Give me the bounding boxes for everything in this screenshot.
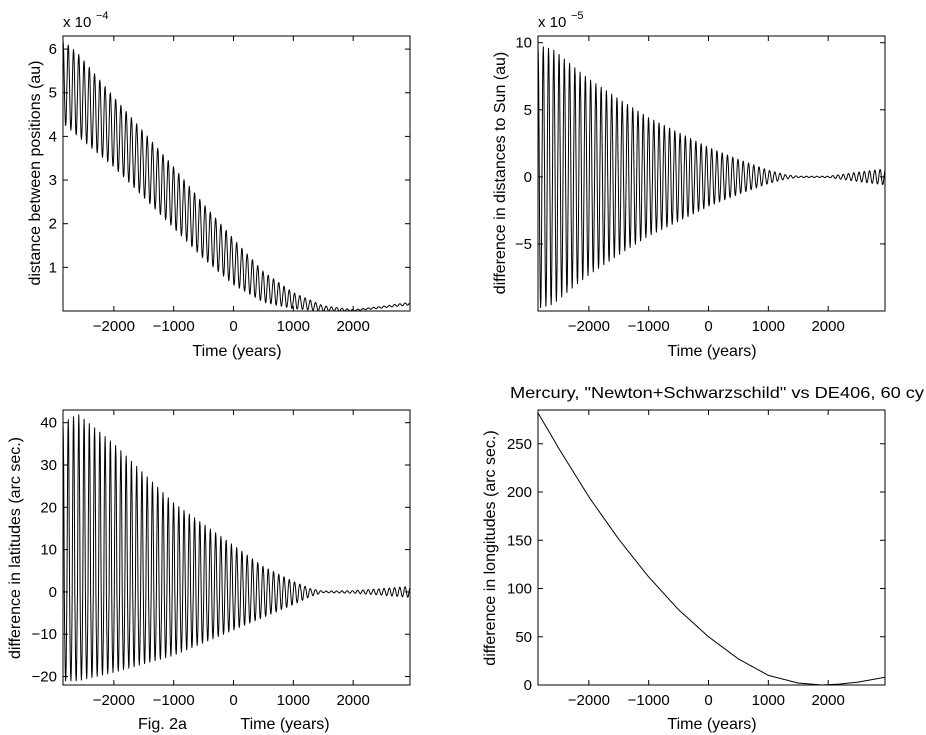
p3-ytick-label: 20 [40,499,57,516]
p2-xtick-label: 1000 [752,318,785,335]
p1-ytick-label: 2 [49,216,57,233]
p4-ytick-label: 200 [507,484,532,501]
p4-x-axis-label: Time (years) [667,716,756,733]
p3-xtick-label: −1000 [153,692,195,709]
p2-ticks: −2000 −1000 0 1000 2000 −5 0 5 10 [515,35,885,335]
p3-axes-frame [62,409,411,686]
p1-axes-frame [62,35,411,312]
figure-caption: Fig. 2a [138,716,187,733]
p1-ytick-label: 4 [49,128,57,145]
p2-x-axis-label: Time (years) [667,343,756,360]
panel-top-right: −2000 −1000 0 1000 2000 −5 0 5 10 x 10 −5 Time (… [492,10,886,360]
p2-axes-frame [537,35,886,312]
p1-xtick-label: −2000 [93,318,135,335]
p3-ytick-label: −10 [32,626,57,643]
p3-ytick-label: 10 [40,542,57,559]
p3-ytick-label: 40 [40,415,57,432]
p3-series-line [63,414,410,682]
p1-ytick-label: 5 [49,85,57,102]
panel-bottom-right: −2000 −1000 0 1000 2000 0 50 100 150 200 250 Mercu… [482,385,924,733]
p4-ytick-label: 150 [507,532,532,549]
p1-xtick-label: 0 [229,318,237,335]
p4-ytick-label: 250 [507,436,532,453]
p3-y-axis-label: difference in latitudes (arc sec.) [7,437,24,659]
p2-ytick-label: 10 [515,35,532,52]
p4-xtick-label: −1000 [628,692,670,709]
p2-exponent-base: x 10 [538,14,566,31]
p4-xtick-label: −2000 [568,692,610,709]
panel-top-left: −2000 −1000 0 1000 2000 1 2 3 4 5 6 x 10 −4 Time (… [27,10,411,360]
p1-ytick-label: 6 [49,41,57,58]
p2-ytick-label: 0 [524,169,532,186]
p1-plot-area [63,40,410,311]
p2-xtick-label: −2000 [568,318,610,335]
p1-x-axis-label: Time (years) [192,343,281,360]
p3-ytick-label: 30 [40,457,57,474]
p1-ytick-label: 3 [49,172,57,189]
p3-ytick-label: −20 [32,669,57,686]
p1-ticks: −2000 −1000 0 1000 2000 1 2 3 4 5 6 [49,36,410,335]
p1-exponent-power: −4 [96,10,109,22]
p4-ytick-label: 50 [515,629,532,646]
p1-series-line [63,40,410,311]
p2-ytick-label: −5 [515,236,532,253]
p4-ticks: −2000 −1000 0 1000 2000 0 50 100 150 200 250 [507,410,885,709]
p2-ytick-label: 5 [524,102,532,119]
p3-xtick-label: 2000 [336,692,369,709]
panel-bottom-left: −2000 −1000 0 1000 2000 −20 −10 0 10 20 30 40 Fig. … [7,409,411,733]
p2-exponent-power: −5 [571,10,584,22]
p4-ytick-label: 0 [524,677,532,694]
p4-ytick-label: 100 [507,581,532,598]
p1-xtick-label: 2000 [336,318,369,335]
p4-series-line [538,412,885,685]
p4-y-axis-label: difference in longitudes (arc sec.) [482,430,499,665]
p3-xtick-label: 0 [229,692,237,709]
p4-xtick-label: 2000 [811,692,844,709]
p2-xtick-label: 2000 [811,318,844,335]
p1-xtick-label: 1000 [277,318,310,335]
p3-ytick-label: 0 [49,584,57,601]
p3-xtick-label: 1000 [277,692,310,709]
p2-xtick-label: −1000 [628,318,670,335]
p3-xtick-label: −2000 [93,692,135,709]
p3-plot-area [63,414,410,682]
p4-xtick-label: 0 [704,692,712,709]
p4-chart-title: Mercury, "Newton+Schwarzschild" vs DE406… [510,385,924,402]
p1-exponent-base: x 10 [63,14,91,31]
p3-ticks: −2000 −1000 0 1000 2000 −20 −10 0 10 20 30 40 [32,410,410,709]
p2-plot-area [538,45,885,309]
p2-y-axis-label: difference in distances to Sun (au) [492,52,509,295]
p4-plot-area [538,412,885,685]
p1-xtick-label: −1000 [153,318,195,335]
p4-axes-frame [537,409,886,686]
p4-xtick-label: 1000 [752,692,785,709]
p2-series-line [538,45,885,309]
p2-xtick-label: 0 [704,318,712,335]
p3-x-axis-label: Time (years) [240,716,329,733]
p1-y-axis-label: distance between positions (au) [27,60,44,285]
p1-ytick-label: 1 [49,259,57,276]
